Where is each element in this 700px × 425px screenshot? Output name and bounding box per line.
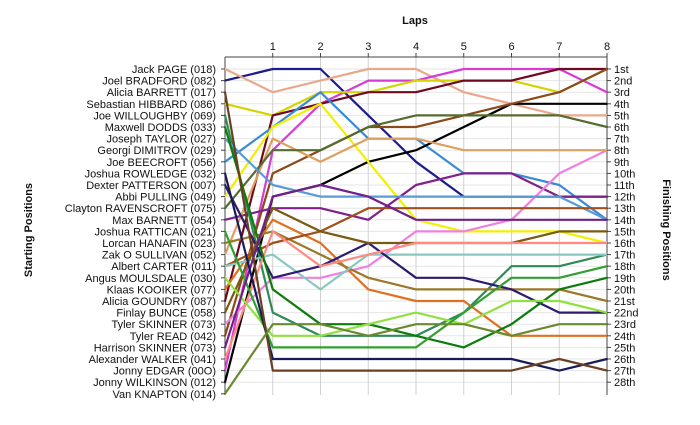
finish-position-label: 22nd (614, 308, 638, 320)
starting-driver-label: Harrison SKINNER (073) (94, 342, 216, 354)
starting-driver-label: Tyler READ (042) (130, 331, 216, 343)
starting-driver-label: Alicia GOUNDRY (087) (102, 296, 216, 308)
starting-driver-label: Max BARNETT (054) (112, 215, 216, 227)
x-tick-label: 3 (365, 41, 371, 53)
finish-position-label: 25th (614, 342, 635, 354)
finish-position-label: 6th (614, 122, 629, 134)
starting-driver-label: Clayton RAVENSCROFT (075) (65, 203, 216, 215)
finish-position-label: 26th (614, 354, 635, 366)
driver-position-line (223, 67, 609, 337)
starting-driver-label: Joseph TAYLOR (027) (107, 134, 216, 146)
starting-driver-label: Joe BEECROFT (056) (107, 157, 216, 169)
starting-driver-label: Klaas KOOIKER (077) (107, 284, 216, 296)
x-tick-label: 2 (317, 41, 323, 53)
driver-position-line (223, 183, 609, 314)
driver-position-line (223, 114, 609, 210)
x-tick-label: 7 (556, 41, 562, 53)
y-axis-label-right: Finishing Positions (660, 179, 672, 280)
starting-driver-label: Zak O SULLIVAN (052) (102, 250, 216, 262)
finish-position-label: 2nd (614, 76, 632, 88)
finishing-position-labels: 1st2nd3rd4th5th6th7th8th9th10th11th12th1… (607, 64, 638, 389)
starting-driver-label: Georgi DIMITROV (029) (97, 145, 216, 157)
x-tick-label: 4 (413, 41, 419, 53)
starting-driver-label: Jonny EDGAR (00O) (113, 366, 216, 378)
finish-position-label: 17th (614, 250, 635, 262)
starting-driver-label: Angus MOULSDALE (030) (85, 273, 216, 285)
finish-position-label: 7th (614, 134, 629, 146)
driver-position-line (223, 183, 609, 349)
finish-position-label: 1st (614, 64, 629, 76)
finish-position-label: 18th (614, 261, 635, 273)
finish-position-label: 14th (614, 215, 635, 227)
starting-driver-label: Maxwell DODDS (033) (105, 122, 216, 134)
driver-position-line (223, 230, 609, 361)
x-axis-label: Laps (402, 15, 428, 27)
starting-driver-label: Joel BRADFORD (082) (102, 76, 216, 88)
finish-position-label: 5th (614, 110, 629, 122)
starting-driver-label: Alicia BARRETT (017) (107, 87, 216, 99)
starting-driver-label: Van KNAPTON (014) (112, 389, 216, 401)
driver-position-line (223, 218, 609, 337)
driver-position-line (223, 207, 609, 268)
grid (224, 56, 608, 395)
x-tick-label: 6 (508, 41, 514, 53)
series-group (223, 67, 609, 395)
finish-position-label: 21st (614, 296, 635, 308)
driver-position-line (223, 230, 609, 349)
finish-position-label: 16th (614, 238, 635, 250)
finish-position-label: 11th (614, 180, 635, 192)
x-tick-label: 5 (461, 41, 467, 53)
driver-position-line (223, 149, 609, 326)
driver-position-line (223, 67, 609, 303)
driver-position-line (223, 67, 609, 117)
finish-position-label: 8th (614, 145, 629, 157)
finish-position-label: 12th (614, 192, 635, 204)
starting-driver-label: Alexander WALKER (041) (89, 354, 216, 366)
starting-driver-label: Dexter PATTERSON (007) (86, 180, 216, 192)
finish-position-label: 23rd (614, 319, 636, 331)
finish-position-label: 24th (614, 331, 635, 343)
starting-driver-label: Finlay BUNCE (058) (116, 308, 216, 320)
starting-driver-label: Jonny WILKINSON (012) (93, 377, 216, 389)
starting-driver-label: Abbi PULLING (049) (115, 192, 216, 204)
driver-position-line (223, 172, 609, 372)
driver-position-line (223, 276, 609, 337)
finish-position-label: 13th (614, 203, 635, 215)
starting-driver-label: Jack PAGE (018) (132, 64, 216, 76)
x-tick-label: 8 (604, 41, 610, 53)
finish-position-label: 9th (614, 157, 629, 169)
driver-position-line (223, 253, 609, 291)
finish-position-label: 20th (614, 284, 635, 296)
finish-position-label: 3rd (614, 87, 630, 99)
finish-position-label: 10th (614, 168, 635, 180)
x-tick-label: 1 (270, 41, 276, 53)
driver-position-line (223, 137, 609, 221)
driver-position-line (223, 67, 609, 117)
starting-driver-label: Tyler SKINNER (073) (111, 319, 216, 331)
finish-position-label: 15th (614, 226, 635, 238)
driver-position-line (223, 323, 609, 395)
driver-position-line (223, 91, 609, 372)
starting-driver-label: Joshua ROWLEDGE (032) (85, 168, 216, 180)
finish-position-label: 4th (614, 99, 629, 111)
starting-position-labels: Jack PAGE (018)Joel BRADFORD (082)Alicia… (65, 64, 225, 401)
starting-driver-label: Albert CARTER (011) (111, 261, 216, 273)
finish-position-label: 28th (614, 377, 635, 389)
starting-driver-label: Lorcan HANAFIN (023) (102, 238, 216, 250)
driver-position-line (223, 137, 609, 256)
y-axis-label-left: Starting Positions (23, 183, 35, 277)
finish-position-label: 27th (614, 366, 635, 378)
starting-driver-label: Joshua RATTICAN (021) (95, 226, 216, 238)
finish-position-label: 19th (614, 273, 635, 285)
starting-driver-label: Joe WILLOUGHBY (069) (93, 110, 216, 122)
x-tick-labels: 1 2 3 4 5 6 7 8 (270, 41, 610, 57)
starting-driver-label: Sebastian HIBBARD (086) (86, 99, 216, 111)
